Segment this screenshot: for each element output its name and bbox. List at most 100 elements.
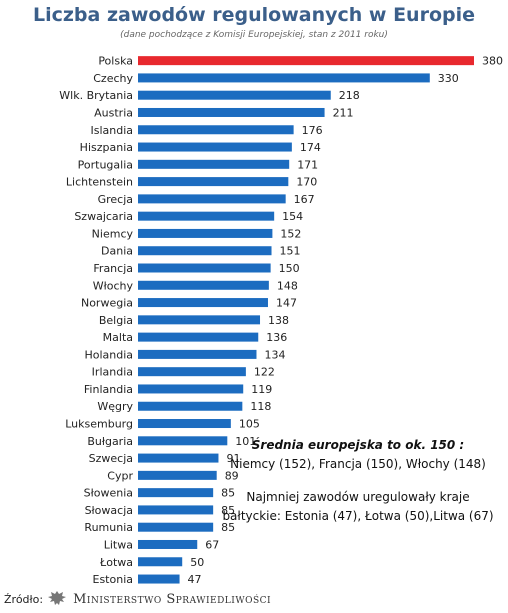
value-label: 154 <box>282 210 303 223</box>
category-label: Rumunia <box>84 521 133 534</box>
value-label: 148 <box>277 279 298 292</box>
annotation-line-1: Niemcy (152), Francja (150), Włochy (148… <box>230 457 486 471</box>
bar <box>138 539 198 549</box>
value-label: 85 <box>221 521 235 534</box>
value-label: 176 <box>302 124 323 137</box>
value-label: 147 <box>276 297 297 310</box>
value-label: 105 <box>239 418 260 431</box>
category-label: Austria <box>94 106 133 119</box>
bar <box>138 419 231 429</box>
category-label: Łotwa <box>99 556 133 569</box>
bar <box>138 384 244 394</box>
bar <box>138 574 180 584</box>
value-label: 118 <box>250 400 271 413</box>
bar <box>138 453 219 463</box>
value-label: 211 <box>333 106 354 119</box>
chart-title: Liczba zawodów regulowanych w Europie <box>32 4 476 26</box>
bar <box>138 522 214 532</box>
bar <box>138 142 292 152</box>
bar-chart: Polska Czechy Wlk. Brytania Austria Islandia… <box>59 55 503 585</box>
eagle-emblem-icon <box>48 591 67 605</box>
value-label: 85 <box>221 504 235 517</box>
bar <box>138 332 259 342</box>
value-label: 152 <box>280 227 301 240</box>
source-label: Źródło: <box>4 592 44 606</box>
category-label: Grecja <box>98 193 133 206</box>
value-label: 138 <box>268 314 289 327</box>
bar <box>138 557 183 567</box>
value-label: 330 <box>438 72 459 85</box>
category-label: Malta <box>103 331 133 344</box>
value-label: 174 <box>300 141 321 154</box>
value-label: 89 <box>225 469 239 482</box>
bar <box>138 90 331 100</box>
footer: Źródło: Ministerstwo Sprawiedliwości <box>4 589 271 609</box>
bar <box>138 228 273 238</box>
category-label: Polska <box>98 55 133 68</box>
category-label: Bułgaria <box>87 435 133 448</box>
bar <box>138 505 214 515</box>
category-label: Estonia <box>93 573 134 585</box>
bar <box>138 263 271 273</box>
bar <box>138 177 289 187</box>
bar <box>138 315 261 325</box>
category-label: Belgia <box>99 314 133 327</box>
bar <box>138 298 268 308</box>
annotation-line-3: bałtyckie: Estonia (47), Łotwa (50),Litw… <box>222 509 494 523</box>
category-label: Lichtenstein <box>66 176 133 189</box>
value-label: 150 <box>279 262 300 275</box>
value-label: 171 <box>297 158 318 171</box>
category-label: Islandia <box>90 124 133 137</box>
value-label: 91 <box>226 452 240 465</box>
value-label: 218 <box>339 89 360 102</box>
value-label: 50 <box>190 556 204 569</box>
bar <box>138 159 290 169</box>
category-label: Węgry <box>97 400 133 413</box>
bar <box>138 488 214 498</box>
category-label: Cypr <box>107 469 133 482</box>
category-label: Słowenia <box>84 487 133 500</box>
value-label: 122 <box>254 366 275 379</box>
value-label: 136 <box>266 331 287 344</box>
bar <box>138 107 325 117</box>
category-label: Słowacja <box>85 504 133 517</box>
chart-annotation: Średnia europejska to ok. 150 : Niemcy (… <box>208 436 508 526</box>
bar <box>138 436 228 446</box>
category-label: Czechy <box>93 72 133 85</box>
category-label: Francja <box>93 262 133 275</box>
annotation-heading: Średnia europejska to ok. 150 : <box>251 438 465 452</box>
annotation-line-2: Najmniej zawodów uregulowały kraje <box>246 490 470 504</box>
value-label: 170 <box>296 176 317 189</box>
bar <box>138 246 272 256</box>
value-label: 67 <box>205 538 219 551</box>
category-label: Irlandia <box>92 366 133 379</box>
annotation-spacer <box>208 474 508 488</box>
bar <box>138 194 286 204</box>
category-label: Dania <box>101 245 133 258</box>
value-label: 167 <box>294 193 315 206</box>
category-label: Hiszpania <box>80 141 133 154</box>
category-label: Szwecja <box>89 452 133 465</box>
value-label: 380 <box>482 55 503 68</box>
category-label: Szwajcaria <box>74 210 133 223</box>
bar <box>138 349 257 359</box>
bar <box>138 470 217 480</box>
bar <box>138 280 269 290</box>
category-label: Włochy <box>93 279 134 292</box>
value-label: 85 <box>221 487 235 500</box>
category-label: Norwegia <box>81 297 133 310</box>
bar <box>138 367 246 377</box>
chart-subtitle: (dane pochodzące z Komisji Europejskiej,… <box>120 30 388 40</box>
category-label: Wlk. Brytania <box>59 89 133 102</box>
bar <box>138 56 474 66</box>
value-label: 119 <box>251 383 272 396</box>
value-label: 134 <box>264 348 285 361</box>
category-label: Niemcy <box>92 227 134 240</box>
category-label: Holandia <box>84 348 133 361</box>
bar <box>138 125 294 135</box>
ministry-name: Ministerstwo Sprawiedliwości <box>73 591 272 607</box>
value-label: 47 <box>188 573 202 585</box>
bar <box>138 211 275 221</box>
value-label: 101 <box>235 435 256 448</box>
category-label: Luksemburg <box>65 418 133 431</box>
